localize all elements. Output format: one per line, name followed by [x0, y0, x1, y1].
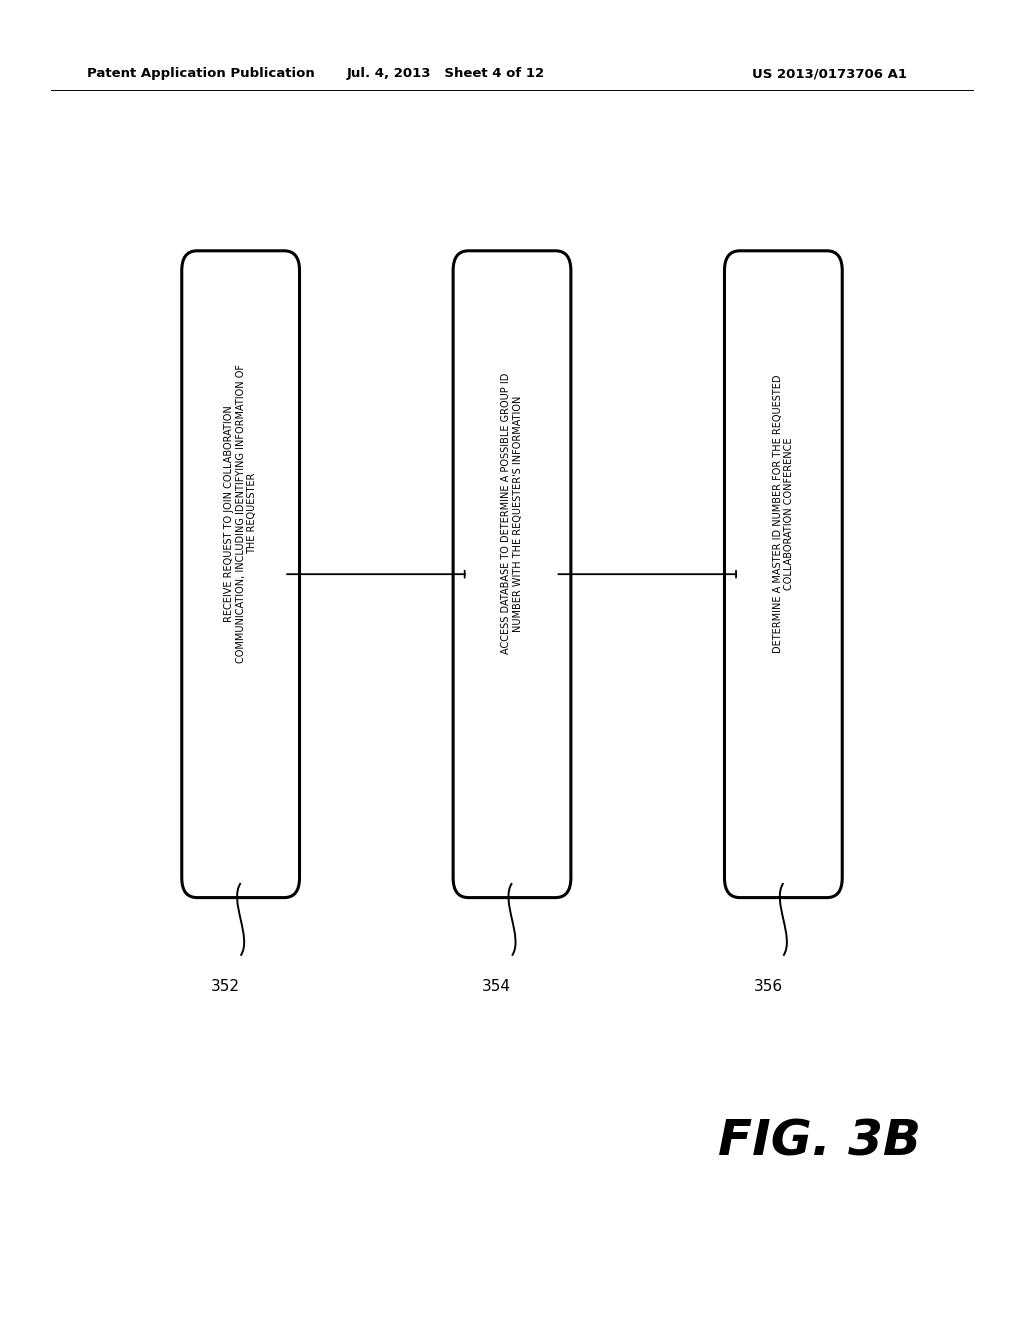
Text: FIG. 3B: FIG. 3B: [718, 1118, 921, 1166]
Text: ACCESS DATABASE TO DETERMINE A POSSIBLE GROUP ID
NUMBER WITH THE REQUESTER'S INF: ACCESS DATABASE TO DETERMINE A POSSIBLE …: [501, 372, 523, 655]
Text: DETERMINE A MASTER ID NUMBER FOR THE REQUESTED
COLLABORATION CONFERENCE: DETERMINE A MASTER ID NUMBER FOR THE REQ…: [772, 375, 795, 652]
FancyBboxPatch shape: [453, 251, 571, 898]
Text: 354: 354: [482, 979, 511, 994]
Text: Jul. 4, 2013   Sheet 4 of 12: Jul. 4, 2013 Sheet 4 of 12: [346, 67, 545, 81]
FancyBboxPatch shape: [182, 251, 299, 898]
Text: 356: 356: [754, 979, 782, 994]
Text: 352: 352: [211, 979, 240, 994]
Text: Patent Application Publication: Patent Application Publication: [87, 67, 314, 81]
FancyBboxPatch shape: [725, 251, 842, 898]
Text: US 2013/0173706 A1: US 2013/0173706 A1: [752, 67, 907, 81]
Text: RECEIVE REQUEST TO JOIN COLLABORATION
COMMUNICATION, INCLUDING IDENTIFYING INFOR: RECEIVE REQUEST TO JOIN COLLABORATION CO…: [224, 364, 257, 663]
